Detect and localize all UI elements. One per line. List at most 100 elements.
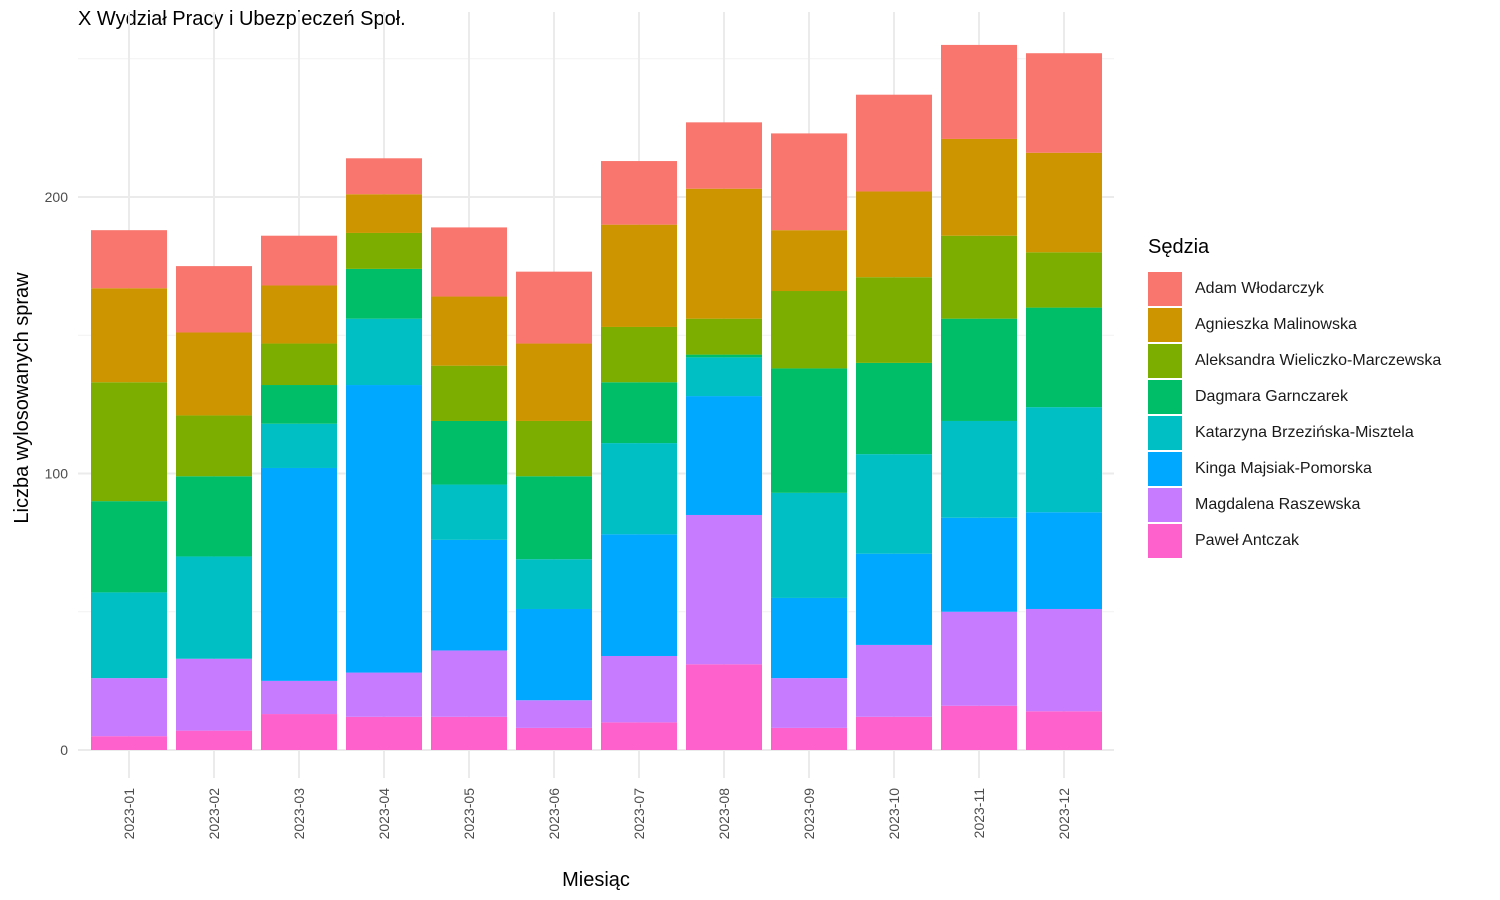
chart-title: X Wydział Pracy i Ubezpieczeń Społ.	[78, 8, 406, 30]
legend-item: Agnieszka Malinowska	[1148, 307, 1441, 343]
legend-label: Adam Włodarczyk	[1195, 280, 1324, 297]
bar-segment	[516, 608, 592, 701]
x-tick-label: 2023-11	[971, 788, 987, 839]
bar-segment	[261, 423, 337, 468]
bar-segment	[771, 230, 847, 292]
bar-segment	[686, 318, 762, 355]
y-tick-label: 200	[45, 189, 69, 205]
bar-segment	[686, 122, 762, 189]
bar-segment	[431, 539, 507, 651]
legend-color-key	[1148, 380, 1182, 414]
bar-segment	[346, 158, 422, 195]
bar-segment	[771, 597, 847, 679]
bar-segment	[516, 559, 592, 609]
x-tick-label: 2023-07	[631, 788, 647, 840]
legend-label: Kinga Majsiak-Pomorska	[1195, 460, 1372, 477]
bar-segment	[431, 650, 507, 717]
bar-segment	[91, 382, 167, 502]
bar-segment	[941, 235, 1017, 319]
bar-segment	[941, 611, 1017, 706]
bar-segment	[261, 467, 337, 681]
y-tick-label: 0	[60, 742, 68, 758]
x-tick-label: 2023-12	[1056, 788, 1072, 840]
bar-segment	[941, 138, 1017, 236]
legend-item: Aleksandra Wieliczko-Marczewska	[1148, 343, 1441, 379]
bar-segment	[941, 318, 1017, 421]
legend-color-key	[1148, 524, 1182, 558]
bar-segment	[176, 476, 252, 557]
bar-segment	[431, 296, 507, 366]
bar-segment	[516, 343, 592, 421]
legend-item: Katarzyna Brzezińska-Misztela	[1148, 415, 1441, 451]
x-tick-label: 2023-09	[801, 788, 817, 840]
bar-segment	[601, 326, 677, 383]
legend-color-key	[1148, 344, 1182, 378]
y-tick-label: 100	[45, 466, 69, 482]
bar-segment	[516, 420, 592, 477]
legend-title: Sędzia	[1148, 236, 1210, 258]
legend-color-key	[1148, 416, 1182, 450]
bars	[91, 44, 1102, 750]
bar-segment	[346, 385, 422, 673]
bar-segment	[686, 396, 762, 515]
bar-segment	[431, 227, 507, 297]
bar-segment	[1026, 407, 1102, 513]
bar-segment	[91, 501, 167, 593]
bar-segment	[771, 291, 847, 369]
bar-segment	[686, 514, 762, 665]
legend-color-key	[1148, 488, 1182, 522]
bar-segment	[346, 232, 422, 269]
bar-segment	[601, 443, 677, 535]
legend-color-key	[1148, 452, 1182, 486]
bar-segment	[1026, 307, 1102, 408]
bar-segment	[1026, 152, 1102, 253]
bar-segment	[516, 700, 592, 728]
bar-segment	[431, 420, 507, 485]
bar-segment	[176, 730, 252, 750]
bar-segment	[856, 362, 932, 455]
bar-segment	[431, 716, 507, 750]
bar-segment	[261, 235, 337, 286]
legend-color-key	[1148, 308, 1182, 342]
bar-segment	[261, 343, 337, 386]
bar-segment	[771, 133, 847, 231]
x-tick-label: 2023-08	[716, 788, 732, 840]
x-tick-label: 2023-01	[121, 788, 137, 840]
bar-segment	[941, 44, 1017, 139]
bar-segment	[856, 454, 932, 554]
x-tick-label: 2023-04	[376, 788, 392, 840]
bar-segment	[856, 716, 932, 750]
bar-segment	[91, 592, 167, 679]
bar-segment	[941, 420, 1017, 518]
bar-segment	[431, 484, 507, 540]
bar-segment	[1026, 711, 1102, 750]
legend-item: Magdalena Raszewska	[1148, 487, 1441, 523]
bar-segment	[431, 365, 507, 421]
legend-item: Paweł Antczak	[1148, 523, 1441, 559]
bar-segment	[601, 655, 677, 723]
bar-segment	[261, 680, 337, 715]
bar-segment	[771, 727, 847, 750]
bar-segment	[346, 318, 422, 386]
legend-label: Katarzyna Brzezińska-Misztela	[1195, 424, 1414, 441]
bar-segment	[601, 534, 677, 656]
bar-segment	[516, 476, 592, 560]
bar-segment	[686, 354, 762, 358]
bar-segment	[941, 705, 1017, 750]
bar-segment	[261, 385, 337, 424]
bar-segment	[601, 722, 677, 750]
bar-segment	[516, 271, 592, 344]
legend: Sędzia Adam Włodarczyk Agnieszka Malinows…	[1148, 236, 1441, 559]
bar-segment	[856, 191, 932, 278]
bar-segment	[856, 94, 932, 192]
bar-segment	[941, 517, 1017, 612]
bar-segment	[771, 678, 847, 728]
legend-item: Adam Włodarczyk	[1148, 271, 1441, 307]
bar-segment	[176, 332, 252, 416]
bar-segment	[686, 664, 762, 750]
bar-segment	[176, 556, 252, 659]
bar-segment	[771, 492, 847, 598]
bar-segment	[91, 736, 167, 750]
bar-segment	[856, 644, 932, 717]
